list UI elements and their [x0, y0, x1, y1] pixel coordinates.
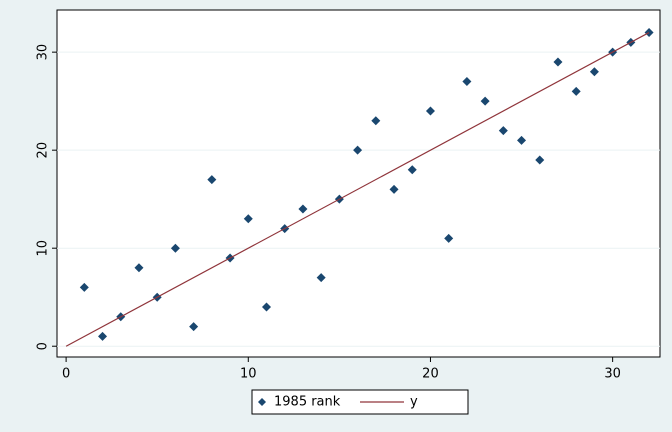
- point: [407, 165, 417, 175]
- point: [480, 96, 490, 106]
- point: [262, 302, 272, 312]
- point: [571, 86, 581, 96]
- point: [170, 243, 180, 253]
- point: [535, 155, 545, 165]
- point: [98, 331, 108, 341]
- x-tick-label: 30: [604, 367, 621, 382]
- point: [425, 106, 435, 116]
- fit-line: [65, 32, 650, 347]
- x-tick-label: 0: [62, 367, 70, 382]
- point: [389, 184, 399, 194]
- legend-label: y: [410, 395, 418, 410]
- point: [589, 67, 599, 77]
- point: [371, 116, 381, 126]
- x-tick-label: 10: [240, 367, 257, 382]
- y-tick-label: 30: [36, 44, 51, 61]
- point: [517, 135, 527, 145]
- point: [134, 263, 144, 273]
- y-tick-label: 10: [36, 240, 51, 257]
- x-tick-label: 20: [422, 367, 439, 382]
- y-tick-label: 0: [36, 342, 51, 350]
- point: [298, 204, 308, 214]
- point: [79, 282, 89, 292]
- point: [553, 57, 563, 67]
- point: [243, 214, 253, 224]
- point: [498, 126, 508, 136]
- y-tick-label: 20: [36, 142, 51, 159]
- point: [207, 175, 217, 185]
- point: [444, 233, 454, 243]
- point: [353, 145, 363, 155]
- legend-swatch: [258, 398, 266, 406]
- point: [462, 77, 472, 87]
- legend-label: 1985 rank: [274, 395, 341, 410]
- point: [316, 273, 326, 283]
- point: [189, 322, 199, 332]
- plot-area: [56, 9, 661, 358]
